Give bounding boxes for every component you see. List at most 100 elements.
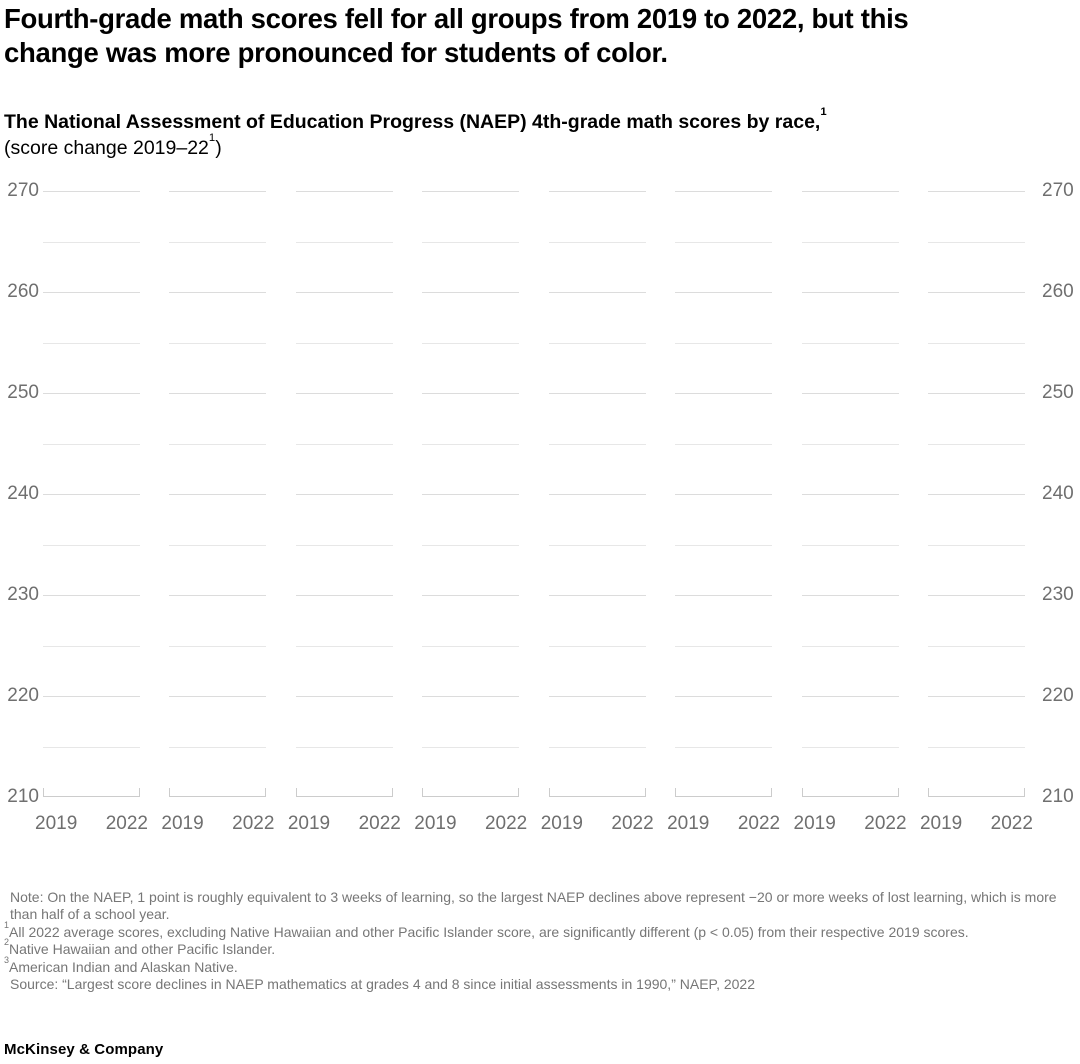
gridline-245 xyxy=(801,443,899,445)
x-tick-label: 2022 xyxy=(737,813,781,834)
chart-unit-text: (score change 2019–22 xyxy=(4,137,209,159)
gridline-270 xyxy=(422,191,520,192)
gridline-245 xyxy=(422,443,520,445)
gridline-250 xyxy=(675,393,773,394)
gridline-245 xyxy=(675,443,773,445)
gridline-270 xyxy=(169,191,267,192)
gridline-225 xyxy=(927,645,1025,647)
gridline-245 xyxy=(169,443,267,445)
footnote-text: Note: On the NAEP, 1 point is roughly eq… xyxy=(10,889,1057,923)
panel-6: 2019 2022 xyxy=(667,191,780,834)
x-tick-label: 2019 xyxy=(35,813,78,834)
x-axis-bracket xyxy=(801,788,899,797)
gridline-255 xyxy=(927,342,1025,344)
gridline-235 xyxy=(43,544,140,546)
panel-2: 2019 2022 xyxy=(161,191,274,834)
y-tick-label-left: 210 xyxy=(7,786,39,807)
footnote-text: Native Hawaiian and other Pacific Island… xyxy=(9,941,276,958)
x-tick-label: 2019 xyxy=(161,813,204,834)
x-tick-labels: 2019 2022 xyxy=(794,812,907,836)
x-tick-labels: 2019 2022 xyxy=(288,812,401,836)
footnote-text: American Indian and Alaskan Native. xyxy=(9,958,238,975)
gridline-250 xyxy=(422,393,520,394)
gridline-240 xyxy=(675,494,773,495)
panels-row: 2019 2022 2019 2022 2019 2022 2019 2022 2019 2022… xyxy=(35,191,1033,834)
gridline-255 xyxy=(295,342,393,344)
y-tick-label-right: 250 xyxy=(1042,382,1074,403)
panel-1: 2019 2022 xyxy=(35,191,148,834)
gridline-215 xyxy=(548,746,646,748)
gridline-255 xyxy=(801,342,899,344)
x-tick-labels: 2019 2022 xyxy=(541,812,654,836)
gridline-220 xyxy=(548,696,646,697)
y-tick-label-right: 210 xyxy=(1042,786,1074,807)
gridline-235 xyxy=(927,544,1025,546)
x-tick-labels: 2019 2022 xyxy=(667,812,780,836)
y-tick-label-right: 230 xyxy=(1042,584,1074,605)
gridline-265 xyxy=(169,241,267,243)
gridline-220 xyxy=(675,696,773,697)
x-axis-bracket xyxy=(422,788,520,797)
gridline-215 xyxy=(295,746,393,748)
panel-5: 2019 2022 xyxy=(541,191,654,834)
gridline-220 xyxy=(422,696,520,697)
gridline-215 xyxy=(43,746,140,748)
gridline-235 xyxy=(422,544,520,546)
gridline-240 xyxy=(801,494,899,495)
gridline-230 xyxy=(295,595,393,596)
gridline-255 xyxy=(675,342,773,344)
x-tick-label: 2022 xyxy=(611,813,654,834)
gridline-250 xyxy=(295,393,393,394)
y-tick-label-left: 230 xyxy=(7,584,39,605)
gridline-220 xyxy=(295,696,393,697)
gridline-220 xyxy=(801,696,899,697)
x-tick-label: 2019 xyxy=(667,813,710,834)
gridline-230 xyxy=(675,595,773,596)
gridline-235 xyxy=(169,544,267,546)
gridline-265 xyxy=(801,241,899,243)
gridline-240 xyxy=(169,494,267,495)
gridline-265 xyxy=(548,241,646,243)
footnote-line: 2Native Hawaiian and other Pacific Islan… xyxy=(4,938,1068,958)
gridline-270 xyxy=(295,191,393,192)
gridline-250 xyxy=(43,393,140,394)
footnote-line: 1All 2022 average scores, excluding Nati… xyxy=(4,921,1068,941)
gridline-260 xyxy=(43,292,140,293)
gridline-250 xyxy=(801,393,899,394)
gridline-225 xyxy=(801,645,899,647)
x-tick-label: 2019 xyxy=(919,813,963,834)
x-axis-bracket xyxy=(169,788,267,797)
gridline-240 xyxy=(548,494,646,495)
gridline-255 xyxy=(422,342,520,344)
footnote-line: Source: “Largest score declines in NAEP … xyxy=(4,976,1068,993)
panel-8: 2019 2022 xyxy=(920,191,1033,834)
gridline-260 xyxy=(801,292,899,293)
gridline-220 xyxy=(43,696,140,697)
gridline-260 xyxy=(675,292,773,293)
x-tick-label: 2022 xyxy=(358,813,401,834)
chart-subtitle-text: The National Assessment of Education Pro… xyxy=(4,111,821,133)
gridline-265 xyxy=(43,241,140,243)
gridline-235 xyxy=(675,544,773,546)
gridline-250 xyxy=(548,393,646,394)
gridline-215 xyxy=(169,746,267,748)
gridline-225 xyxy=(295,645,393,647)
gridline-235 xyxy=(548,544,646,546)
gridline-265 xyxy=(927,241,1025,243)
y-tick-label-left: 270 xyxy=(7,180,39,201)
x-tick-labels: 2019 2022 xyxy=(161,812,274,836)
footnote-marker: 2 xyxy=(4,937,10,948)
x-tick-label: 2022 xyxy=(484,813,528,834)
gridline-265 xyxy=(422,241,520,243)
gridline-240 xyxy=(295,494,393,495)
x-axis-bracket xyxy=(548,788,646,797)
gridline-245 xyxy=(43,443,140,445)
gridline-220 xyxy=(169,696,267,697)
gridline-225 xyxy=(43,645,140,647)
x-tick-labels: 2019 2022 xyxy=(920,812,1033,836)
y-tick-label-right: 260 xyxy=(1042,281,1074,302)
gridline-230 xyxy=(927,595,1025,596)
gridline-255 xyxy=(548,342,646,344)
x-axis-bracket xyxy=(927,788,1025,797)
y-tick-label-left: 250 xyxy=(7,382,39,403)
